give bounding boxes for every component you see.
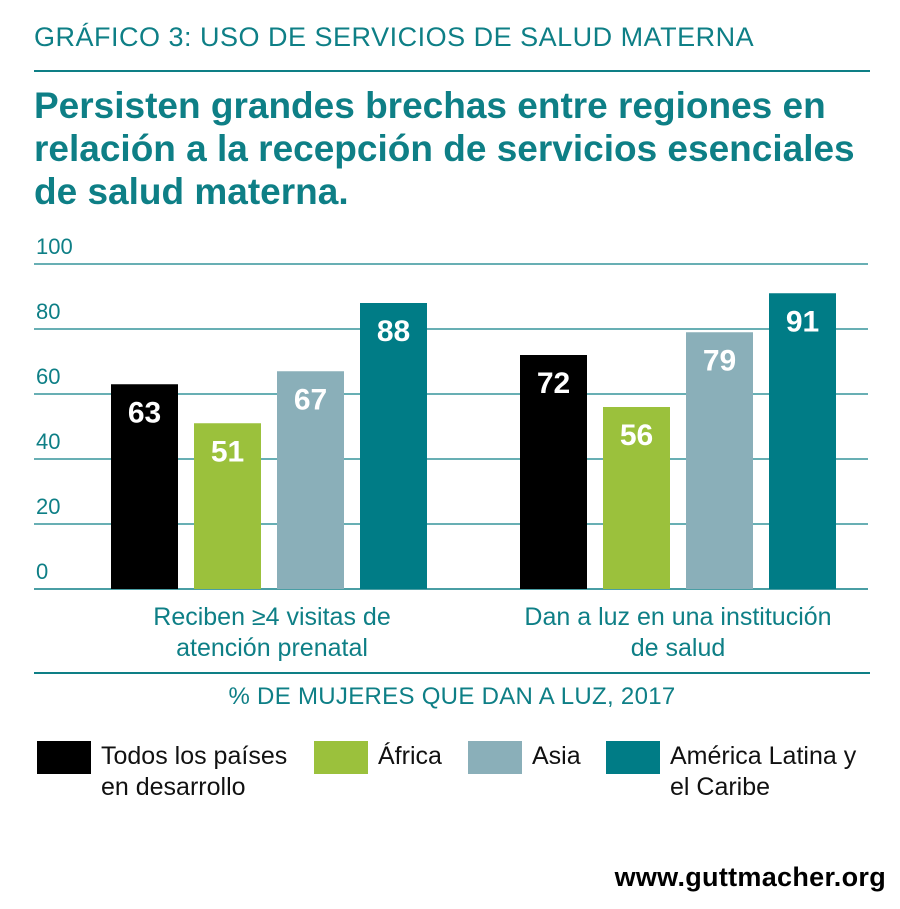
y-tick-label: 0 xyxy=(36,559,48,584)
data-label: 88 xyxy=(377,315,410,348)
y-tick-label: 40 xyxy=(36,429,60,454)
legend-label: América Latina y el Caribe xyxy=(670,742,857,801)
legend-item-africa: África xyxy=(314,741,442,774)
bar-institution-3 xyxy=(769,293,836,589)
legend-item-latam: América Latina y el Caribe xyxy=(606,741,856,803)
legend-item-developing: Todos los países en desarrollo xyxy=(37,741,287,803)
bar-prenatal-2 xyxy=(277,371,344,589)
y-tick-label: 100 xyxy=(36,234,73,259)
data-label: 67 xyxy=(294,383,327,416)
axis-rule xyxy=(34,672,870,674)
data-label: 63 xyxy=(128,396,161,429)
x-axis-label: % DE MUJERES QUE DAN A LUZ, 2017 xyxy=(228,683,676,710)
data-label: 72 xyxy=(537,367,570,400)
data-label: 51 xyxy=(211,435,244,468)
category-label-prenatal: Reciben ≥4 visitas de atención prenatal xyxy=(153,603,391,662)
legend-swatch xyxy=(37,741,91,774)
legend-label: Asia xyxy=(532,742,581,770)
category-label-institution: Dan a luz en una institución de salud xyxy=(524,603,832,662)
source-url: www.guttmacher.org xyxy=(614,862,886,892)
legend-swatch xyxy=(468,741,522,774)
top-rule xyxy=(34,70,870,72)
legend-swatch xyxy=(314,741,368,774)
y-tick-label: 60 xyxy=(36,364,60,389)
bar-institution-0 xyxy=(520,355,587,589)
chart-headline: Persisten grandes brechas entre regiones… xyxy=(34,85,855,212)
bar-prenatal-3 xyxy=(360,303,427,589)
legend-swatch xyxy=(606,741,660,774)
y-tick-labels: 0 20 40 60 80 100 xyxy=(36,234,73,584)
data-label: 91 xyxy=(786,305,819,338)
data-label: 79 xyxy=(703,344,736,377)
bar-institution-2 xyxy=(686,332,753,589)
data-label: 56 xyxy=(620,419,653,452)
bar-prenatal-0 xyxy=(111,384,178,589)
data-labels: 63 51 67 88 72 56 79 91 xyxy=(128,305,819,468)
chart-kicker: GRÁFICO 3: USO DE SERVICIOS DE SALUD MAT… xyxy=(34,22,755,52)
legend-item-asia: Asia xyxy=(468,741,581,774)
bars xyxy=(111,293,836,589)
legend-label: África xyxy=(378,742,442,770)
y-tick-label: 20 xyxy=(36,494,60,519)
bar-institution-1 xyxy=(603,407,670,589)
bar-chart: 0 20 40 60 80 100 63 51 67 88 72 56 79 91 xyxy=(34,234,868,590)
legend-label: Todos los países en desarrollo xyxy=(101,742,288,801)
y-tick-label: 80 xyxy=(36,299,60,324)
bar-prenatal-1 xyxy=(194,423,261,589)
